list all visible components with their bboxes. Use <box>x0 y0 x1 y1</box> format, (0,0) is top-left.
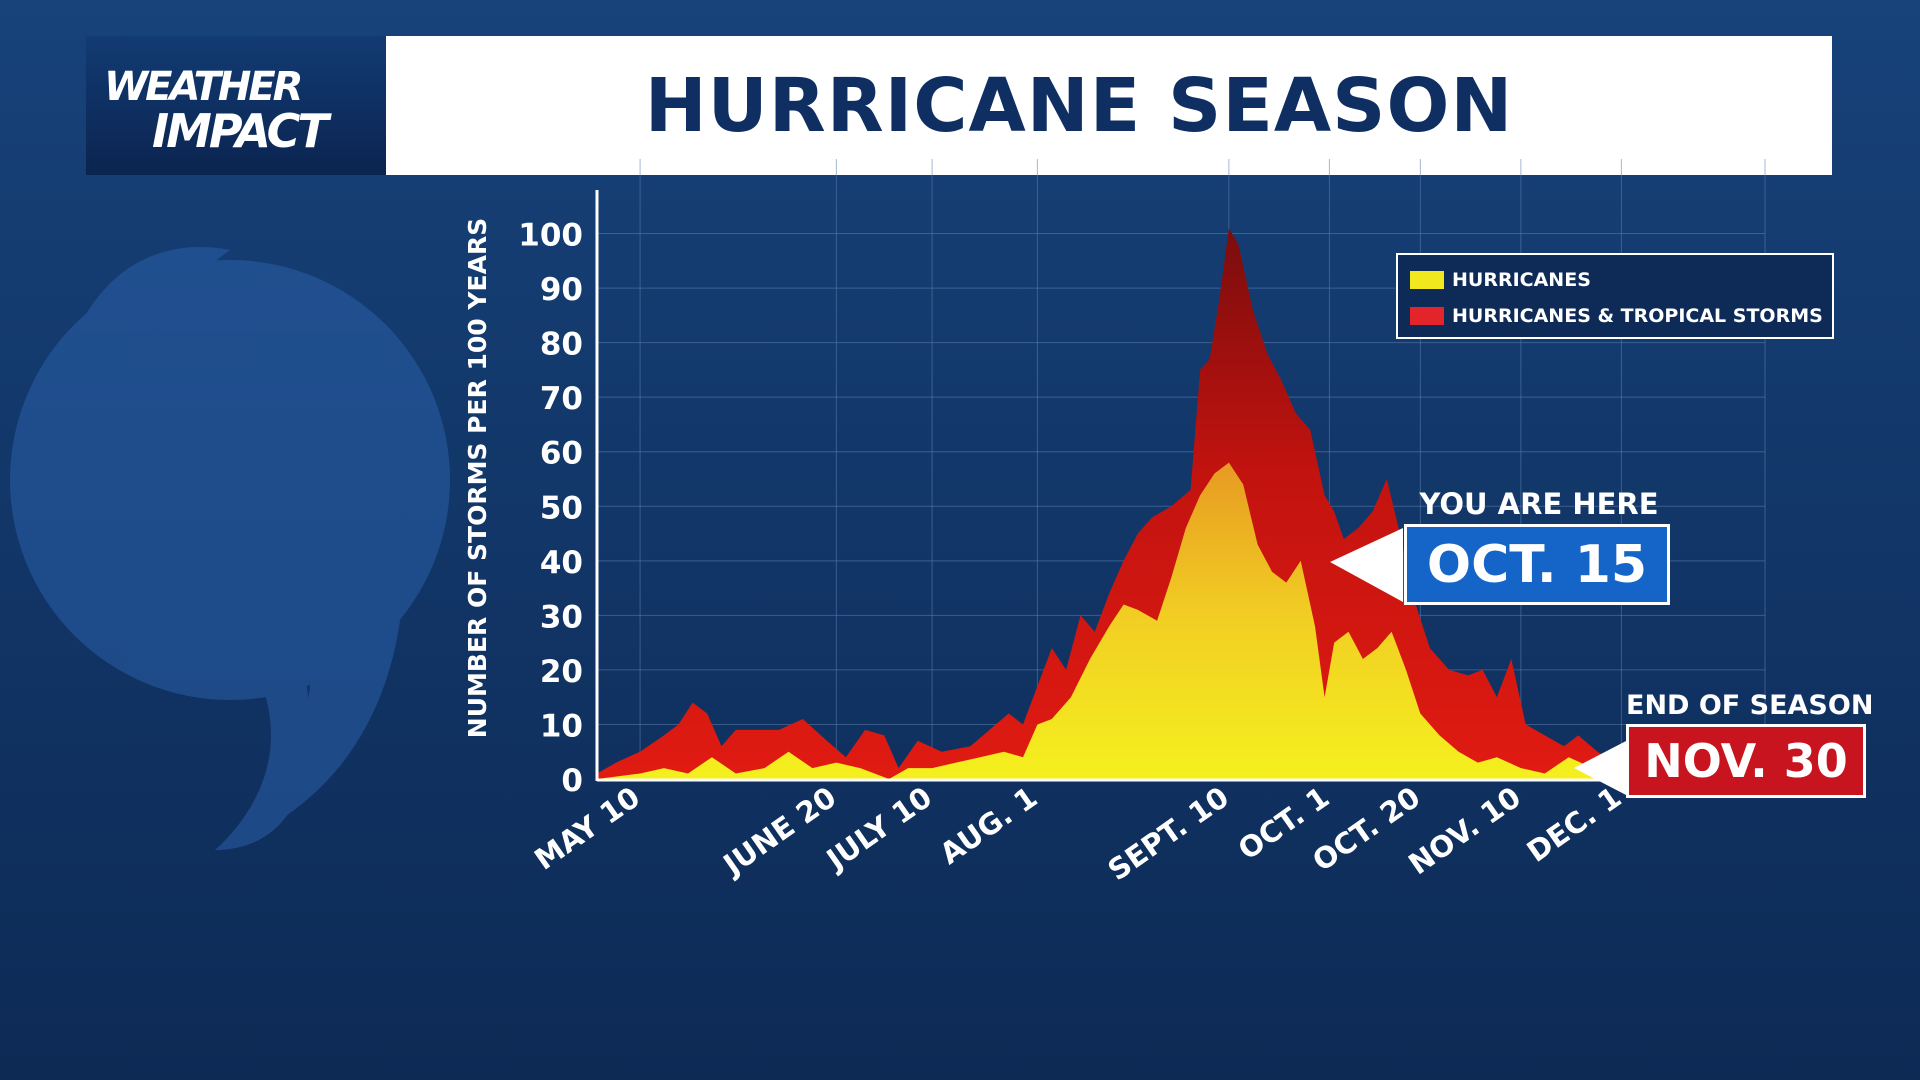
y-tick-label: 70 <box>540 381 583 417</box>
series-area-hurricanes <box>597 462 1646 779</box>
y-tick-label: 40 <box>540 545 583 581</box>
y-tick-label: 50 <box>540 490 583 526</box>
chart-legend: HURRICANES HURRICANES & TROPICAL STORMS <box>1396 253 1834 339</box>
y-tick-label: 30 <box>540 599 583 635</box>
legend-item-hurricanes-tropical-storms: HURRICANES & TROPICAL STORMS <box>1410 305 1823 327</box>
y-tick-label: 60 <box>540 436 583 472</box>
end-marker-caption: END OF SEASON <box>1626 690 1874 721</box>
legend-item-hurricanes: HURRICANES <box>1410 269 1591 291</box>
end-marker-date: NOV. 30 <box>1626 724 1866 798</box>
y-tick-label: 0 <box>561 763 583 799</box>
current-marker-date: OCT. 15 <box>1404 524 1670 605</box>
y-tick-label: 20 <box>540 654 583 690</box>
legend-swatch-hurricanes <box>1410 271 1444 289</box>
y-axis-title: NUMBER OF STORMS PER 100 YEARS <box>463 218 492 738</box>
title-bar: HURRICANE SEASON <box>386 36 1832 175</box>
y-tick-label: 80 <box>540 327 583 363</box>
current-marker-caption: YOU ARE HERE <box>1419 487 1659 521</box>
brand-logo: WEATHER IMPACT <box>86 36 386 175</box>
y-tick-label: 10 <box>540 708 583 744</box>
legend-label-hurricanes-tropical-storms: HURRICANES & TROPICAL STORMS <box>1452 305 1823 327</box>
brand-logo-line1: WEATHER <box>104 64 303 110</box>
legend-label-hurricanes: HURRICANES <box>1452 269 1591 291</box>
y-tick-label: 90 <box>540 272 583 308</box>
legend-swatch-hurricanes-tropical-storms <box>1410 307 1444 325</box>
y-tick-label: 100 <box>518 218 583 254</box>
brand-logo-line2: IMPACT <box>152 104 329 158</box>
page-title: HURRICANE SEASON <box>644 62 1514 149</box>
